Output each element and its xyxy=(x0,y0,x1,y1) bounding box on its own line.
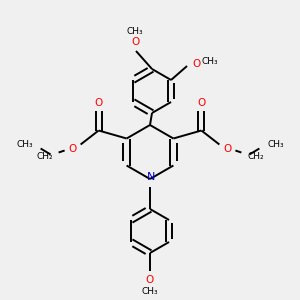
Text: CH₂: CH₂ xyxy=(36,152,53,161)
Text: CH₃: CH₃ xyxy=(267,140,284,149)
Text: N: N xyxy=(147,172,155,182)
Text: O: O xyxy=(68,143,77,154)
Text: O: O xyxy=(131,37,139,47)
Text: CH₃: CH₃ xyxy=(202,58,218,67)
Text: CH₃: CH₃ xyxy=(127,26,143,35)
Text: CH₂: CH₂ xyxy=(247,152,264,161)
Text: CH₃: CH₃ xyxy=(142,286,158,296)
Text: O: O xyxy=(192,59,200,69)
Text: O: O xyxy=(197,98,206,107)
Text: O: O xyxy=(94,98,103,107)
Text: O: O xyxy=(146,275,154,285)
Text: CH₃: CH₃ xyxy=(16,140,33,149)
Text: O: O xyxy=(223,143,232,154)
